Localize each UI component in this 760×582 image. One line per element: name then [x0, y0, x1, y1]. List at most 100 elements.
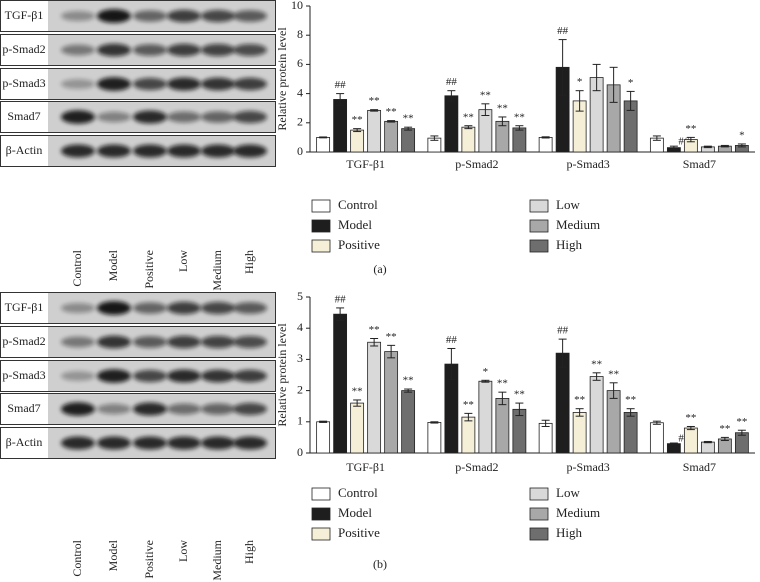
bar	[666, 443, 681, 454]
error-bar	[498, 116, 507, 127]
legend-swatch	[311, 527, 331, 541]
significance-label: **	[719, 423, 730, 435]
bar	[367, 341, 382, 454]
lane-label: Control	[70, 539, 84, 576]
error-bar	[336, 307, 345, 321]
blot-band	[97, 403, 131, 415]
legend-swatch	[529, 219, 549, 233]
blot-band	[233, 335, 267, 349]
bar	[478, 380, 493, 454]
bar	[333, 313, 348, 454]
blot-band	[233, 110, 267, 124]
significance-label: **	[736, 416, 747, 428]
legend-swatch	[311, 219, 331, 233]
significance-label: *	[577, 76, 583, 88]
blot-row-label: p-Smad3	[2, 368, 45, 382]
legend-label: Control	[338, 197, 378, 212]
error-bar	[430, 421, 439, 424]
error-bar	[447, 90, 456, 102]
y-tick-label: 0	[297, 144, 303, 158]
y-tick-label: 10	[291, 0, 303, 12]
blot-band	[167, 369, 201, 383]
significance-label: ##	[557, 25, 569, 37]
y-tick-label: 8	[297, 27, 303, 41]
significance-label: **	[403, 113, 414, 125]
blot-band	[97, 9, 131, 23]
significance-label: **	[403, 375, 414, 387]
bar	[461, 126, 476, 153]
y-tick-label: 1	[297, 414, 303, 428]
error-bar	[404, 388, 413, 393]
y-tick-label: 2	[297, 115, 303, 129]
significance-label: ##	[446, 76, 458, 88]
error-bar	[737, 429, 746, 436]
blot-band	[201, 43, 235, 57]
error-bar	[592, 63, 601, 92]
bar	[461, 416, 476, 454]
significance-label: **	[480, 89, 491, 101]
error-bar	[319, 136, 328, 139]
bar	[606, 390, 621, 454]
lane-label: Control	[70, 249, 84, 286]
bar	[734, 432, 749, 454]
blot-band	[61, 436, 95, 450]
error-bar	[686, 425, 695, 431]
bar	[683, 427, 698, 454]
blot-band	[201, 77, 235, 91]
error-bar	[558, 338, 567, 368]
x-tick-label: p-Smad2	[455, 460, 498, 474]
error-bar	[336, 93, 345, 106]
blot-band	[97, 436, 131, 450]
blot-band	[167, 144, 201, 158]
bar	[478, 109, 493, 153]
legend-swatch	[311, 239, 331, 253]
legend-swatch	[529, 199, 549, 213]
bar	[538, 422, 553, 454]
blot-band	[61, 44, 95, 56]
significance-label: **	[625, 394, 636, 406]
error-bar	[609, 382, 618, 399]
blot-band	[61, 336, 95, 348]
error-bar	[387, 120, 396, 123]
significance-label: ##	[335, 79, 347, 91]
panel-label: (b)	[373, 557, 387, 571]
error-bar	[447, 347, 456, 381]
error-bar	[737, 143, 746, 148]
error-bar	[609, 66, 618, 103]
lane-label: High	[242, 250, 256, 274]
lane-label: Low	[176, 540, 190, 562]
bar	[367, 109, 382, 153]
bar	[384, 120, 399, 153]
error-bar	[669, 145, 678, 150]
bar	[538, 136, 553, 153]
legend-label: Medium	[556, 217, 600, 232]
error-bar	[720, 436, 729, 442]
blot-row-label: β-Actin	[6, 435, 43, 449]
bar	[401, 390, 416, 454]
lane-label: Positive	[142, 540, 156, 579]
error-bar	[353, 128, 362, 133]
legend-label: Positive	[338, 237, 380, 252]
legend-label: Low	[556, 197, 580, 212]
error-bar	[319, 420, 328, 423]
significance-label: *	[628, 77, 634, 89]
blot-band	[201, 111, 235, 123]
x-tick-label: p-Smad2	[455, 157, 498, 171]
y-tick-label: 6	[297, 56, 303, 70]
error-bar	[558, 39, 567, 96]
lane-label: Model	[106, 249, 120, 281]
bar	[495, 397, 510, 454]
significance-label: **	[591, 358, 602, 370]
blot-row-label: p-Smad2	[2, 42, 45, 56]
error-bar	[353, 399, 362, 407]
significance-label: ##	[557, 325, 569, 337]
blot-band	[61, 110, 95, 124]
significance-label: ##	[335, 293, 347, 305]
error-bar	[541, 136, 550, 139]
blot-band	[233, 436, 267, 450]
blot-band	[97, 144, 131, 158]
significance-label: **	[608, 368, 619, 380]
significance-label: **	[685, 123, 696, 135]
legend-label: Model	[338, 217, 372, 232]
